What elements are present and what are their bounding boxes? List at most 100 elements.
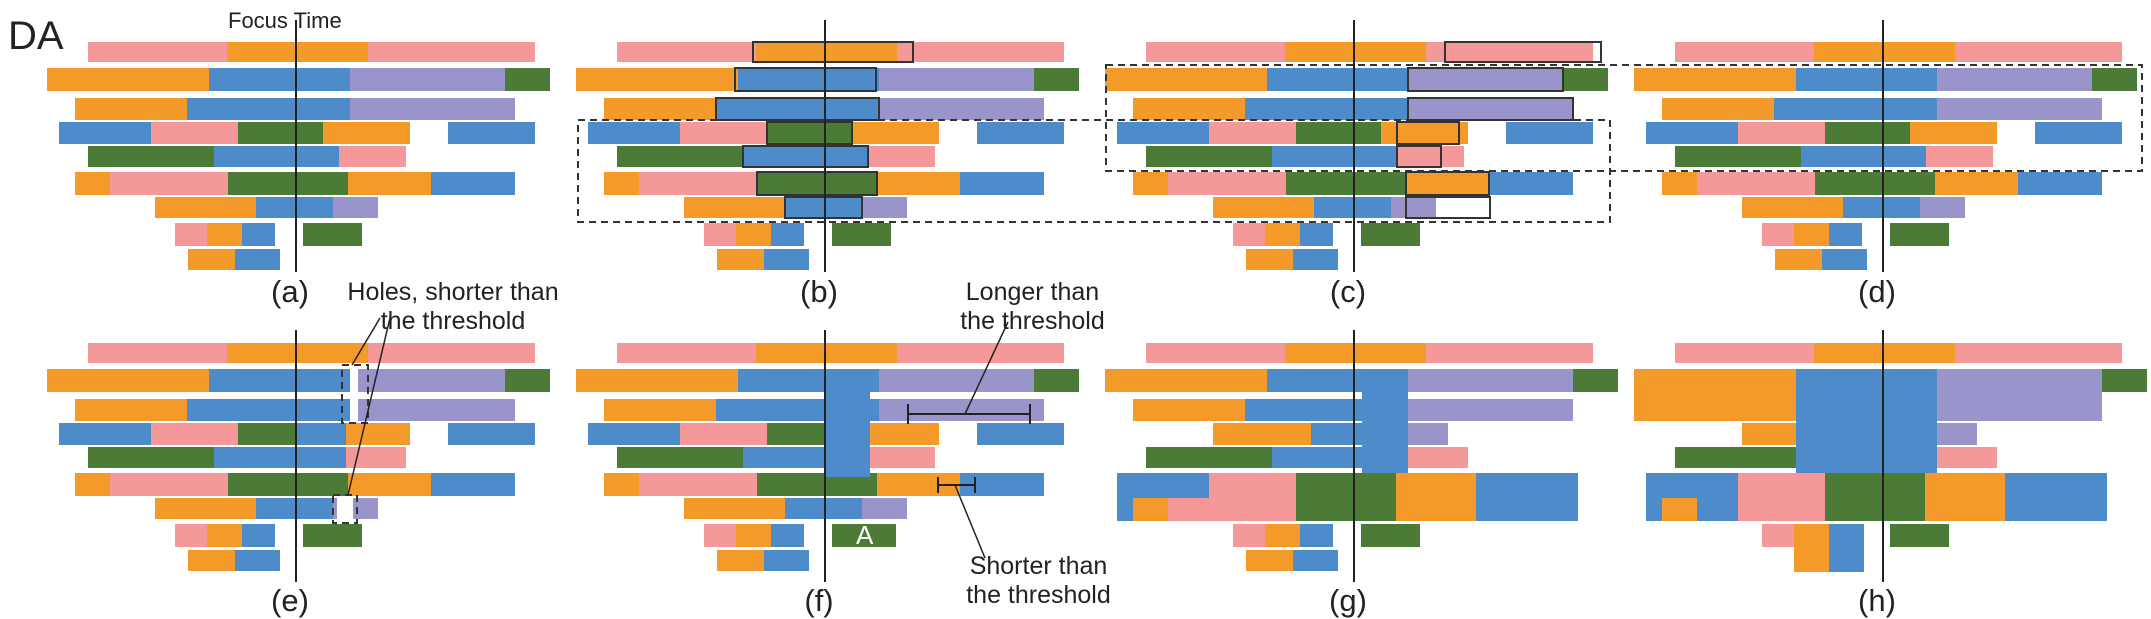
- panel-d-bar-row2-blue: [1796, 68, 1937, 91]
- panel-f-label: (f): [804, 583, 834, 618]
- panel-d-bar-row8-pink: [1762, 223, 1794, 246]
- panel-b-bar-row3-purple: [879, 98, 1044, 120]
- panel-c-bar-row3-blue: [1245, 98, 1408, 120]
- panel-e-bar-row9-orange: [188, 550, 235, 571]
- panel-a-bar-row5-green: [88, 146, 214, 167]
- panel-b-highlight-green-2: [756, 171, 878, 196]
- panel-g-row2-green: [1573, 369, 1618, 392]
- panel-d-bar-row4-blue: [1646, 122, 1738, 144]
- panel-b-bar-row5-green: [617, 146, 743, 167]
- panel-b-highlight-orange: [752, 41, 914, 63]
- panel-e-bar-row2-orange: [47, 369, 209, 392]
- panel-f-bar-row1-orange: [756, 343, 897, 363]
- panel-d-bar-row7-orange: [1742, 197, 1843, 218]
- panel-a-bar-row1-pink: [88, 42, 227, 62]
- panel-d-bar-row2-orange: [1634, 68, 1796, 91]
- panel-d-bar-row8-blue: [1829, 223, 1862, 246]
- panel-e-bar-row1-orange: [227, 343, 368, 363]
- panel-c-bar-row5-green: [1146, 146, 1272, 167]
- panel-h-row8-green: [1890, 524, 1949, 547]
- panel-a-bar-row6-orange: [75, 172, 110, 195]
- panel-d-bar-row5-green: [1675, 146, 1801, 167]
- panel-c-bar-row1-orange: [1285, 42, 1426, 62]
- panel-f-bar-row5-pink: [868, 447, 935, 468]
- panel-b-bar-row7-purple: [862, 197, 907, 218]
- panel-a-bar-row6-orange: [348, 172, 431, 195]
- panel-g-row7-pink: [1168, 498, 1296, 521]
- panel-e-bar-row6-pink: [110, 473, 228, 496]
- panel-e-fill-blue: [296, 369, 346, 392]
- panel-b-bar-row4-pink: [680, 122, 767, 144]
- panel-a-bar-row6-blue: [431, 172, 515, 195]
- panel-b-bar-row1-pink: [897, 42, 1064, 62]
- panel-h-row1-pink: [1955, 343, 2122, 363]
- panel-f-bar-row2-orange: [576, 369, 738, 392]
- panel-a-bar-row1-orange: [227, 42, 368, 62]
- panel-g-row5-pink: [1408, 447, 1468, 468]
- panel-b-bar-row6-orange: [604, 172, 639, 195]
- panel-c-bar-row2-blue: [1267, 68, 1408, 91]
- panel-h-row1-pink: [1675, 343, 1814, 363]
- panel-g-label: (g): [1329, 583, 1367, 618]
- panel-b-bar-row4-orange: [852, 122, 939, 144]
- panel-e-bar-row6-orange: [348, 473, 431, 496]
- panel-b-bar-row4-blue: [588, 122, 680, 144]
- panel-c-bar-row3-purple: [1408, 98, 1573, 120]
- panel-h-row6-pink: [1738, 473, 1825, 521]
- panel-d-bar-row3-orange: [1662, 98, 1774, 120]
- panel-c-bar-row6-pink: [1168, 172, 1286, 195]
- panel-d-bar-row1-pink: [1675, 42, 1814, 62]
- panel-a-bar-row8-pink: [175, 223, 207, 246]
- panel-g-row3-orange: [1133, 399, 1245, 421]
- panel-e-bar-row4-blue: [59, 423, 151, 445]
- panel-d-bar-row6-pink: [1697, 172, 1815, 195]
- panel-a-bar-row6-green: [228, 172, 348, 195]
- panel-d-bar-row6-green: [1815, 172, 1935, 195]
- panel-b-bar-row7-blue: [785, 197, 862, 218]
- panel-a-bar-row9-blue: [235, 249, 280, 270]
- panel-c-bar-row7-blue: [1314, 197, 1391, 218]
- panel-a-bar-row4-blue: [448, 122, 535, 144]
- panel-e-hole-2: [337, 498, 353, 521]
- panel-g-merged-block-blue: [1362, 369, 1408, 473]
- panel-g-row1-pink: [1146, 343, 1285, 363]
- panel-g-row6-green: [1296, 473, 1396, 521]
- panel-e-bar-row6-orange: [75, 473, 110, 496]
- panel-a-bar-row4-orange: [323, 122, 410, 144]
- panel-c-bar-row1-pink: [1426, 42, 1593, 62]
- panel-d-bar-row6-blue: [2018, 172, 2102, 195]
- panel-f-bar-row2-green: [1034, 369, 1079, 392]
- panel-e-hole-frame-1: [341, 364, 369, 424]
- panel-b-highlight-blue-3: [742, 145, 869, 168]
- panel-e-bar-row6-blue: [431, 473, 515, 496]
- panel-b-bar-row2-orange: [576, 68, 738, 91]
- panel-h-row5-green: [1675, 447, 1801, 468]
- panel-e-bar-row1-pink: [88, 343, 227, 363]
- panel-b-bar-row5-blue: [743, 146, 868, 167]
- panel-d-bar-row4-pink: [1738, 122, 1825, 144]
- panel-f-longer-leader: [964, 321, 1009, 415]
- panel-c-bar-row4-orange: [1381, 122, 1468, 144]
- panel-e-fill-blue: [296, 399, 346, 421]
- panel-f-bar-row1-pink: [617, 343, 756, 363]
- panel-h-row6-green: [1825, 473, 1925, 521]
- panel-e-bar-row5-pink: [339, 447, 406, 468]
- panel-h-merged-orange-orange: [1794, 524, 1829, 572]
- panel-a-bar-row2-green: [505, 68, 550, 91]
- panel-b-bar-row4-green: [767, 122, 852, 144]
- panel-e-bar-row6-green: [228, 473, 348, 496]
- panel-c-bar-row7-orange: [1213, 197, 1314, 218]
- panel-g-row1-pink: [1426, 343, 1593, 363]
- panel-c-highlight-orange-2: [1405, 196, 1491, 219]
- panel-d-bar-row2-green: [2092, 68, 2137, 91]
- panel-b-bar-row6-pink: [639, 172, 757, 195]
- panel-a-bar-row2-purple: [350, 68, 505, 91]
- panel-a-bar-row8-orange: [207, 223, 242, 246]
- panel-e-holes-leader-2: [347, 317, 391, 496]
- panel-d-bar-row7-blue: [1843, 197, 1920, 218]
- panel-h-row8-pink: [1762, 524, 1794, 547]
- panel-d-bar-row3-purple: [1937, 98, 2102, 120]
- panel-f-bar-row8-pink: [704, 524, 736, 547]
- holes-annotation: Holes, shorter than the threshold: [342, 278, 564, 336]
